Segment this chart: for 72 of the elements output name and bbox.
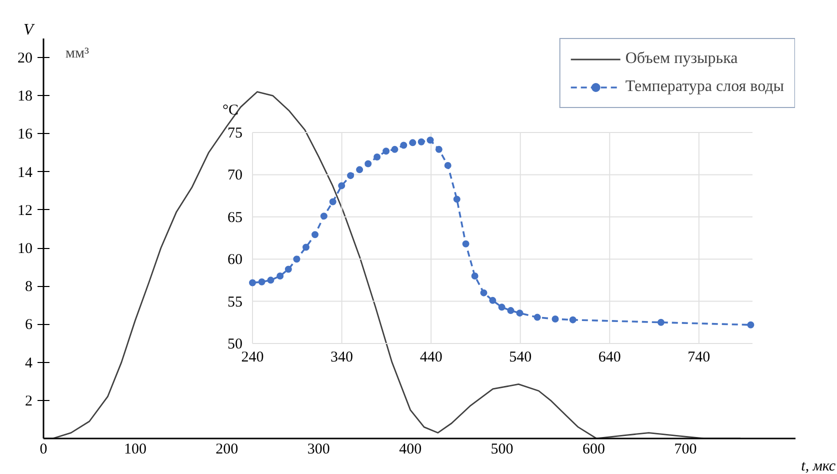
point	[267, 276, 274, 284]
x-tick-label: 200	[216, 442, 238, 458]
y-tick-label: 14	[18, 164, 33, 181]
point	[374, 154, 381, 161]
y-tick-label: 10	[18, 241, 32, 258]
point	[418, 138, 425, 146]
point	[302, 244, 310, 251]
point	[409, 139, 416, 146]
y-tick-label: 20	[18, 50, 32, 67]
y-tick-label: 65	[228, 210, 242, 226]
point	[534, 314, 541, 321]
point	[489, 296, 496, 304]
x-tick-label: 540	[509, 349, 532, 366]
point	[747, 321, 754, 328]
point	[426, 136, 434, 144]
legend-label: Объем пузырька	[625, 50, 738, 68]
y-tick-label: 16	[18, 126, 33, 143]
point	[312, 231, 318, 238]
y-tick-label: 12	[18, 202, 32, 219]
point	[284, 266, 292, 273]
point	[480, 289, 488, 296]
point	[507, 307, 514, 314]
x-tick-label: 0	[40, 442, 48, 458]
point	[382, 148, 390, 155]
point	[400, 142, 408, 149]
y-tick-label: 4	[25, 355, 33, 372]
y-axis-title: V	[24, 22, 36, 38]
point	[347, 172, 354, 180]
point	[320, 212, 328, 220]
y-tick-label: 70	[228, 168, 242, 184]
x-tick-label: 100	[124, 442, 146, 458]
point	[498, 304, 506, 311]
y-tick-label: 8	[25, 279, 32, 296]
point	[462, 240, 470, 248]
point	[276, 272, 284, 280]
point	[364, 160, 372, 168]
x-tick-label: 500	[490, 442, 514, 458]
y-tick-label: 2	[25, 393, 32, 410]
x-tick-label: 740	[688, 349, 710, 366]
point	[453, 196, 460, 203]
point	[471, 272, 478, 280]
point	[329, 198, 336, 206]
point	[552, 315, 559, 322]
y-tick-label: 50	[228, 336, 242, 352]
y-tick-label: 6	[25, 317, 33, 334]
x-axis-title: t, мкс	[801, 458, 836, 474]
point	[293, 256, 300, 263]
x-tick-label: 440	[420, 349, 442, 366]
y-axis-title: °C	[222, 102, 239, 119]
x-tick-label: 340	[330, 349, 354, 366]
x-tick-label: 240	[241, 349, 264, 366]
point	[338, 182, 346, 190]
x-tick-label: 640	[598, 349, 621, 366]
point	[657, 318, 664, 326]
x-tick-label: 700	[674, 442, 697, 458]
x-tick-label: 400	[399, 442, 422, 458]
legend-label: Температура слоя воды	[625, 78, 784, 96]
point	[444, 162, 452, 169]
annotation: мм³	[66, 46, 90, 62]
x-tick-label: 600	[582, 442, 605, 458]
x-tick-label: 300	[307, 442, 330, 458]
point	[516, 310, 524, 317]
point	[435, 146, 442, 153]
y-tick-label: 55	[228, 294, 242, 310]
point	[258, 278, 266, 286]
point	[569, 316, 576, 324]
y-tick-label: 75	[228, 126, 242, 142]
point	[391, 146, 398, 153]
point	[356, 166, 364, 174]
point	[249, 279, 256, 286]
y-tick-label: 60	[228, 252, 242, 268]
y-tick-label: 18	[18, 88, 32, 105]
